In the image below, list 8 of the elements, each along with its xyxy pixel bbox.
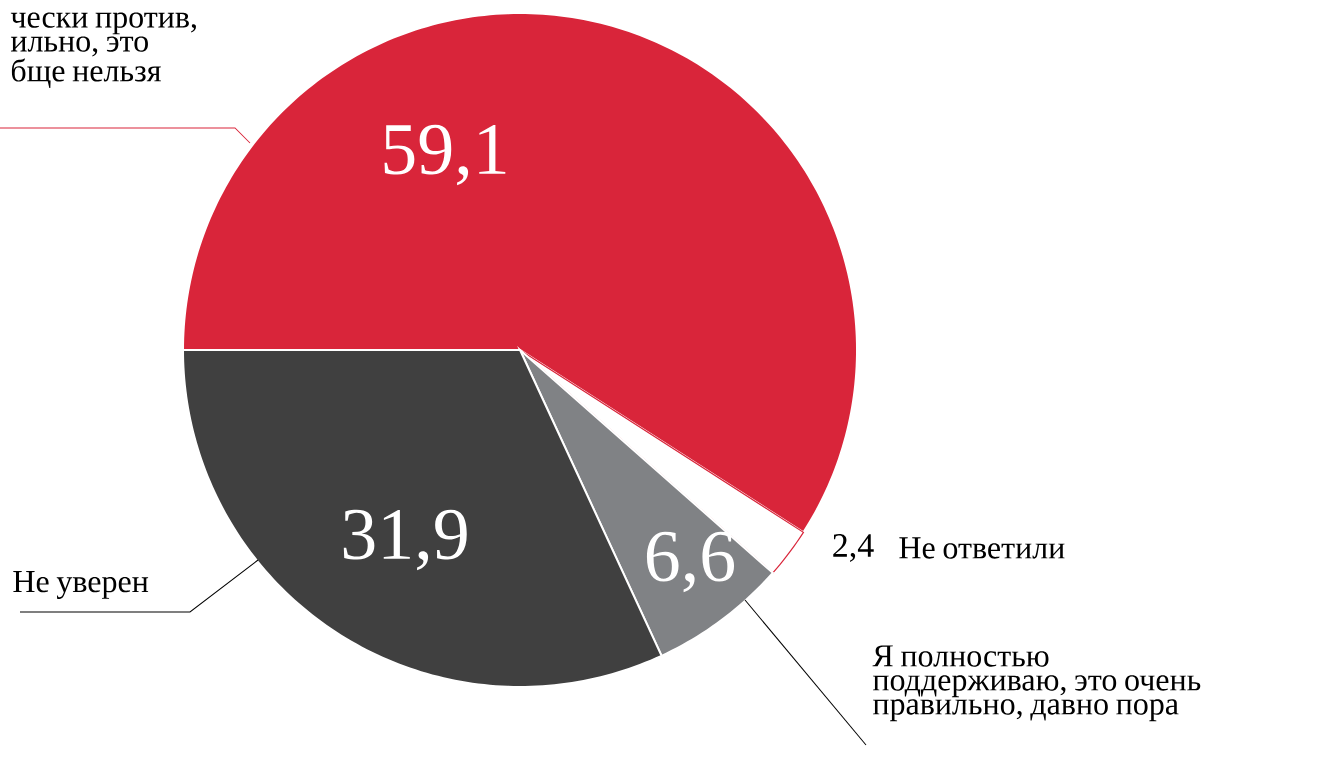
data-label: 31,9 bbox=[343, 509, 467, 571]
slice-label: Я полностью поддерживаю, это очень правильно, давно пора bbox=[872, 645, 1201, 722]
data-label: 59,1 bbox=[384, 124, 506, 186]
data-label: 6,6 bbox=[646, 531, 735, 593]
slice-label: Не уверен bbox=[13, 571, 149, 599]
slice-label: Не ответили bbox=[899, 537, 1065, 559]
slice-label: чески против, ильно, это бще нельзя bbox=[10, 12, 196, 88]
data-label: 2,4 bbox=[833, 534, 874, 562]
